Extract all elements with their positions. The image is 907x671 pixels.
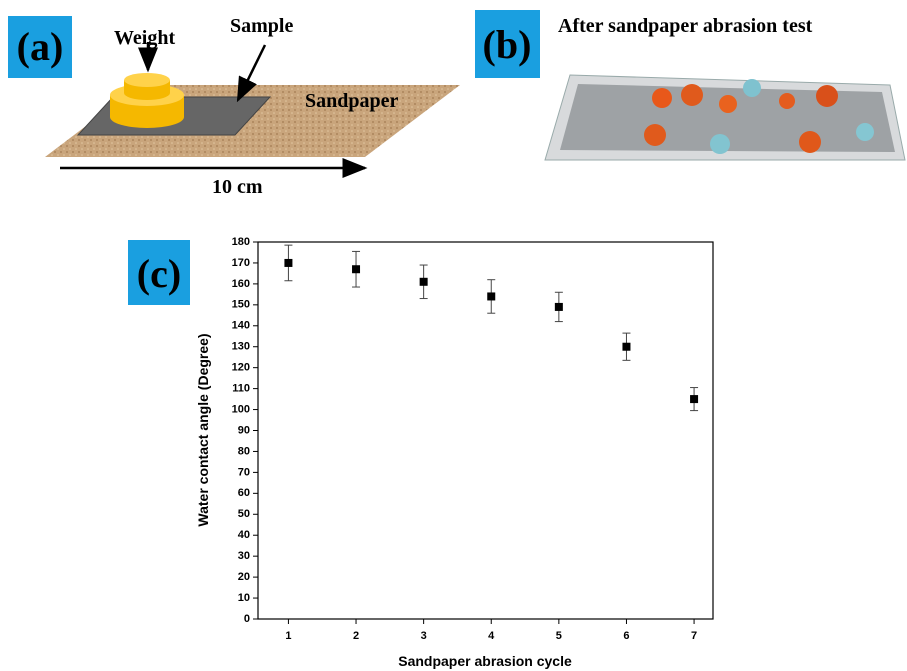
data-point [352,265,360,273]
y-tick-label: 70 [238,466,250,478]
y-tick-label: 170 [232,257,250,269]
x-tick-label: 7 [691,630,697,642]
y-axis-label: Water contact angle (Degree) [195,333,211,526]
figure: (a) Weight Sample Sandpaper 10 cm (b) Af… [0,0,907,671]
panel-title: After sandpaper abrasion test [558,15,813,37]
x-tick-label: 4 [488,630,495,642]
data-point [555,303,563,311]
y-tick-label: 180 [232,236,250,248]
panel-label: (b) [483,22,532,67]
y-tick-label: 0 [244,613,250,625]
y-tick-label: 10 [238,592,250,604]
x-tick-label: 1 [285,630,291,642]
page: {"panel_a": {"label": "(a)", "weight": "… [0,0,907,671]
y-tick-label: 80 [238,445,250,457]
data-point [420,278,428,286]
y-tick-label: 120 [232,362,250,374]
y-tick-label: 150 [232,299,250,311]
y-tick-label: 60 [238,487,250,499]
y-tick-label: 130 [232,341,250,353]
data-point [690,395,698,403]
x-tick-label: 5 [556,630,562,642]
data-point [622,343,630,351]
y-tick-label: 40 [238,529,250,541]
data-point [284,259,292,267]
x-tick-label: 2 [353,630,359,642]
scale-label: 10 cm [212,176,263,198]
y-tick-label: 20 [238,571,250,583]
y-tick-label: 90 [238,424,250,436]
glass-slide-photo [545,75,905,160]
plot-frame [258,242,713,619]
y-tick-label: 30 [238,550,250,562]
x-axis-label: Sandpaper abrasion cycle [398,653,572,669]
y-tick-label: 100 [232,403,250,415]
panel-label: (c) [137,251,181,296]
weight [110,73,184,128]
data-point [487,292,495,300]
x-tick-label: 3 [421,630,427,642]
y-tick-label: 140 [232,320,250,332]
panel-label: (a) [17,24,64,69]
y-tick-label: 50 [238,508,250,520]
y-tick-label: 160 [232,278,250,290]
y-tick-label: 110 [232,383,250,395]
weight-label: Weight [114,27,175,49]
sandpaper-label: Sandpaper [305,90,398,112]
x-tick-label: 6 [623,630,629,642]
sample-label: Sample [230,15,293,37]
